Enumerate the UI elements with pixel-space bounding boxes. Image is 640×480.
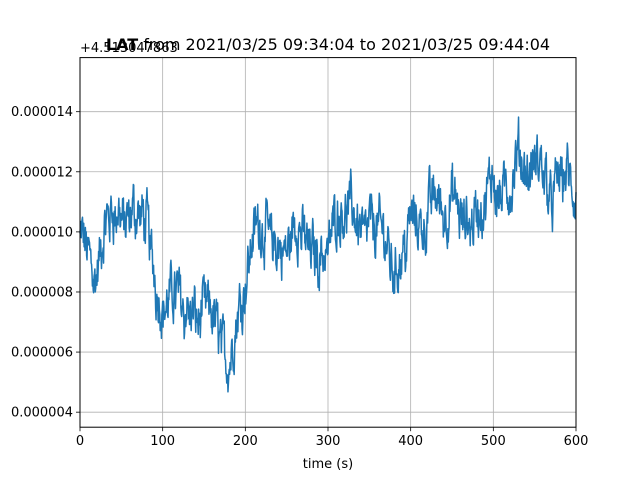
y-tick-label: 0.000006 bbox=[11, 346, 73, 361]
x-tick-label: 100 bbox=[150, 434, 175, 449]
y-axis: 0.000004 0.000006 0.000008 0.000010 0.000012… bbox=[11, 105, 80, 421]
y-tick-label: 0.000008 bbox=[11, 285, 73, 300]
chart-title-bold: LAT bbox=[106, 35, 138, 54]
series-layer bbox=[79, 116, 577, 393]
x-tick-label: 300 bbox=[316, 434, 341, 449]
chart-title: LAT from 2021/03/25 09:34:04 to 2021/03/… bbox=[106, 35, 550, 54]
y-tick-label: 0.000012 bbox=[11, 165, 73, 180]
x-axis-label: time (s) bbox=[303, 457, 353, 472]
x-axis: 0 100 200 300 400 500 600 bbox=[76, 427, 589, 449]
grid-lines bbox=[79, 57, 577, 428]
y-tick-label: 0.000014 bbox=[11, 105, 73, 120]
chart-title-rest: from 2021/03/25 09:34:04 to 2021/03/25 0… bbox=[138, 35, 550, 54]
lat-series-line bbox=[79, 116, 577, 393]
x-tick-label: 200 bbox=[233, 434, 258, 449]
x-tick-label: 600 bbox=[564, 434, 589, 449]
x-tick-label: 0 bbox=[76, 434, 84, 449]
y-tick-label: 0.000004 bbox=[11, 406, 73, 421]
x-tick-label: 400 bbox=[398, 434, 423, 449]
x-tick-label: 500 bbox=[481, 434, 506, 449]
axis-offset-text: +4.513047863 bbox=[80, 41, 178, 56]
y-tick-label: 0.000010 bbox=[11, 225, 73, 240]
